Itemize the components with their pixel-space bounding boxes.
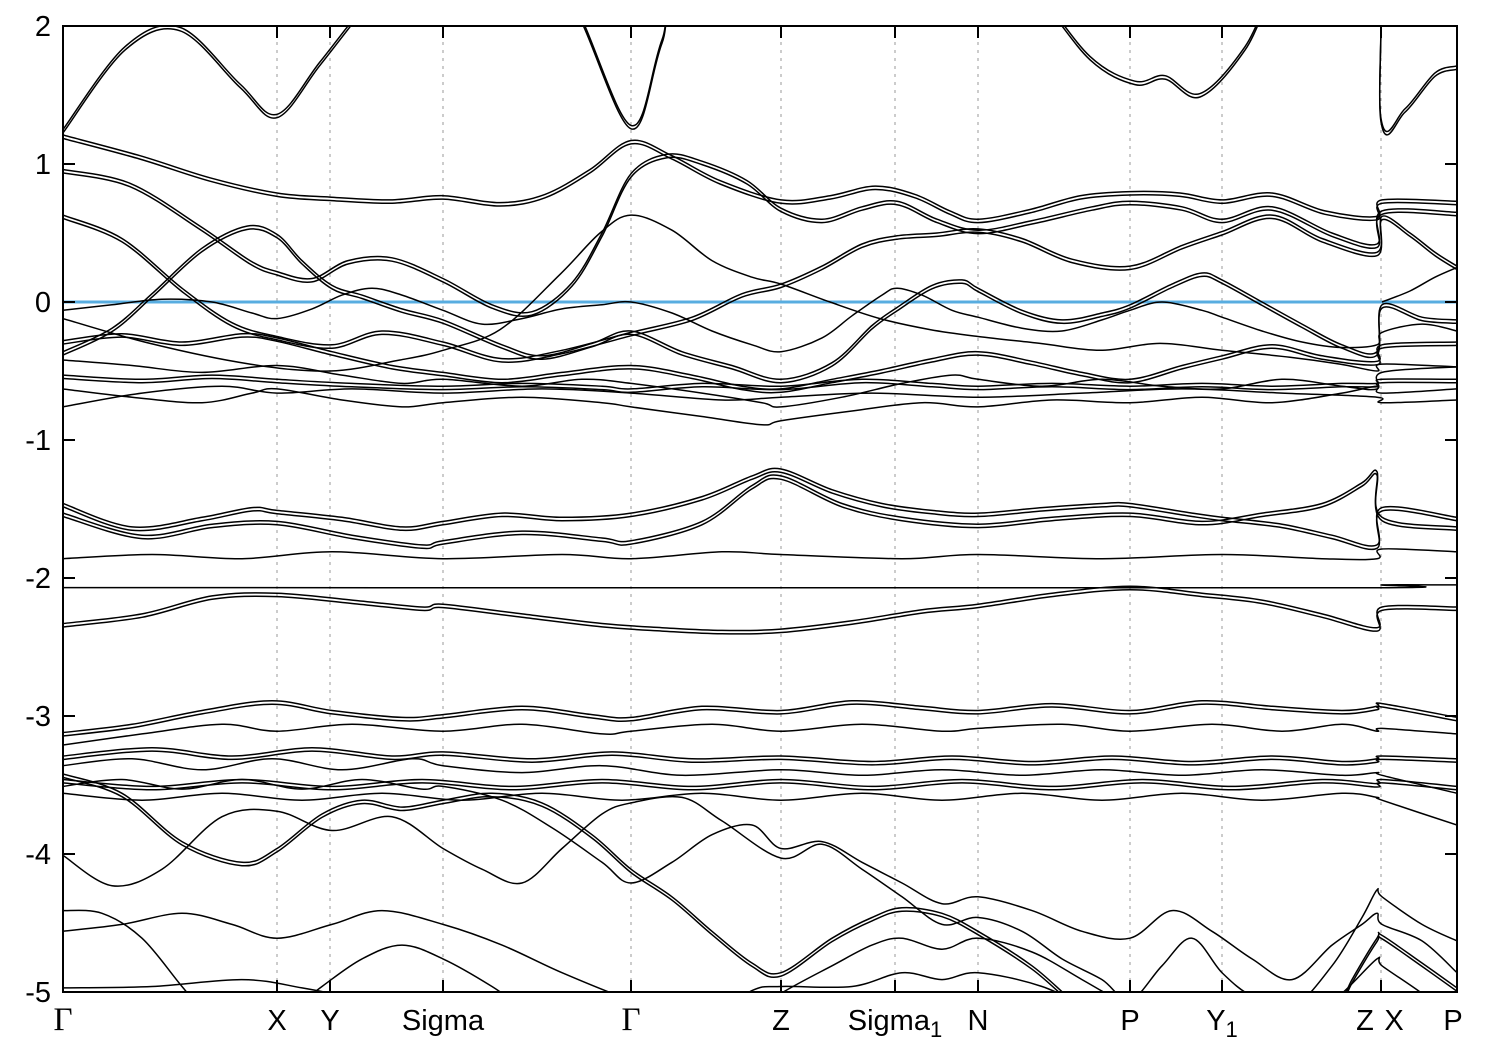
band-line [63, 778, 1457, 788]
band-line [63, 700, 1457, 734]
band-line [63, 469, 1457, 546]
band-line [63, 467, 1457, 547]
band-line [63, 585, 1457, 632]
band-line [63, 26, 1457, 136]
band-line [63, 782, 1457, 791]
x-axis-label: X [1384, 1005, 1403, 1037]
x-axis-label: P [1443, 1005, 1462, 1037]
band-line [63, 134, 1457, 220]
x-axis-label: P [1120, 1005, 1139, 1037]
y-axis-labels: 2 1 0 -1 -2 -3 -4 -5 [25, 11, 51, 1009]
y-axis-label: 0 [35, 287, 51, 319]
band-line [63, 588, 1457, 635]
x-axis-label-subscript: 1 [1226, 1017, 1238, 1042]
band-line [63, 909, 1380, 992]
band-line [63, 978, 328, 992]
x-axis-label: Γ [621, 1002, 640, 1038]
band-line [63, 746, 1457, 763]
band-line [63, 548, 1457, 561]
band-line [63, 703, 1457, 737]
band-line [63, 137, 1457, 224]
band-line [63, 750, 1457, 766]
x-axis-label: Z [1356, 1005, 1374, 1037]
x-axis-label: Sigma1 [848, 1005, 942, 1042]
y-axis-label: -1 [25, 425, 51, 457]
band-line [63, 287, 1457, 353]
band-line [63, 156, 1457, 318]
band-line [63, 377, 1457, 394]
band-line [63, 583, 1457, 589]
band-line [63, 792, 1457, 826]
x-axis-label-subscript: 1 [930, 1017, 942, 1042]
band-line [63, 795, 1457, 992]
band-line [63, 776, 1457, 992]
x-axis-label: N [968, 1005, 989, 1037]
band-line [63, 228, 1457, 384]
band-line [1381, 266, 1457, 303]
x-axis-label: Z [772, 1005, 790, 1037]
x-axis-label: Γ [53, 1002, 72, 1038]
y-axis-label: -4 [25, 839, 51, 871]
band-line [63, 26, 1457, 133]
y-axis-label: -2 [25, 563, 51, 595]
band-line [63, 778, 1457, 981]
band-line [63, 471, 1457, 551]
band-line [63, 374, 1457, 390]
band-line [63, 214, 1457, 372]
band-line [63, 153, 1457, 314]
x-axis-label: Y [320, 1005, 339, 1037]
plot-border [62, 25, 1458, 993]
band-line [63, 472, 1457, 550]
x-gridlines [276, 26, 1382, 992]
band-line [63, 723, 1457, 746]
band-line [63, 385, 1457, 426]
band-line [63, 224, 1457, 381]
band-line [63, 773, 1457, 992]
band-line [63, 359, 1457, 408]
y-axis-label: -3 [25, 701, 51, 733]
band-line [63, 758, 1457, 795]
band-lines [63, 26, 1457, 992]
band-line [63, 217, 1457, 363]
x-axis-label: Sigma [402, 1005, 485, 1037]
axis-ticks [63, 25, 1457, 993]
band-line [63, 385, 1457, 408]
y-axis-label: 1 [35, 149, 51, 181]
y-axis-label: -5 [25, 977, 51, 1009]
x-axis-label: Y1 [1206, 1005, 1238, 1042]
x-axis-labels: Γ X Y Sigma Γ Z Sigma1 N P Y1 Z X P [53, 1002, 1462, 1042]
band-line [63, 214, 1457, 360]
x-axis-label: X [267, 1005, 286, 1037]
y-axis-label: 2 [35, 11, 51, 43]
